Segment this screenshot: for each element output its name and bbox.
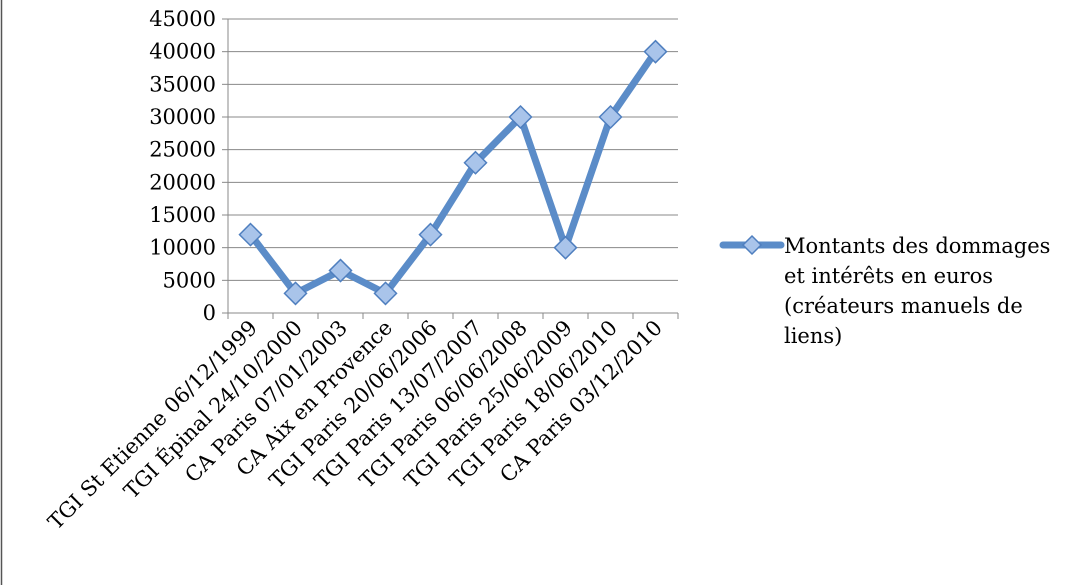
series-line xyxy=(247,48,659,298)
data-point-marker xyxy=(283,281,308,306)
legend-label-line: Montants des dommages xyxy=(784,234,1050,258)
legend-label-line: et intérêts en euros xyxy=(784,264,993,288)
data-point-marker xyxy=(238,222,263,247)
y-tick-label: 10000 xyxy=(149,236,216,260)
series xyxy=(238,39,668,306)
legend-marker-swatch xyxy=(741,234,763,256)
data-point-marker xyxy=(553,235,578,260)
y-tick-label: 20000 xyxy=(149,170,216,194)
y-tick-label: 45000 xyxy=(149,7,216,31)
data-point-marker xyxy=(328,258,353,283)
y-tick-label: 25000 xyxy=(149,138,216,162)
y-tick-label: 35000 xyxy=(149,72,216,96)
data-point-marker xyxy=(373,281,398,306)
data-point-marker xyxy=(643,39,668,64)
legend: Montants des dommages et intérêts en euro… xyxy=(719,234,1050,348)
gridlines xyxy=(228,18,678,281)
y-tick-label: 15000 xyxy=(149,203,216,227)
y-tick-label: 0 xyxy=(203,301,216,325)
data-point-marker xyxy=(418,222,443,247)
y-tick-label: 5000 xyxy=(163,268,216,292)
data-point-marker xyxy=(598,104,623,130)
data-point-marker xyxy=(508,104,533,130)
y-tick-label: 30000 xyxy=(149,105,216,129)
data-point-marker xyxy=(463,150,488,175)
legend-label-line: liens) xyxy=(784,324,842,348)
legend-label-line: (créateurs manuels de xyxy=(784,294,1023,318)
axes xyxy=(222,18,679,319)
y-tick-label: 40000 xyxy=(149,40,216,64)
y-tick-labels: 0 5000 10000 15000 20000 25000 30000 35000 40000… xyxy=(149,7,216,325)
